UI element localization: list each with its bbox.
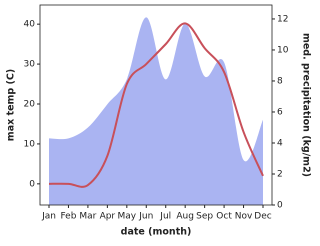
y-tick-label: 0 (29, 179, 35, 189)
y2-tick-label: 2 (277, 169, 283, 179)
x-tick-label: Jul (159, 212, 171, 222)
x-axis-label: date (month) (121, 227, 192, 238)
x-tick-label: Jan (41, 212, 56, 222)
y-tick-label: 40 (24, 20, 36, 30)
x-tick-label: Mar (79, 212, 96, 222)
temperature-line (48, 22, 264, 188)
x-tick-label: Feb (60, 212, 76, 222)
x-tick-label: Aug (176, 212, 194, 222)
chart: 0 10 20 30 40 0 2 4 6 8 10 12 Jan Feb Mar Apr May Jun Jul A… (6, 4, 312, 238)
x-tick-label: Jun (138, 212, 153, 222)
y-tick-label: 30 (24, 60, 36, 70)
plot-frame (39, 4, 273, 206)
x-tick-label: Sep (196, 212, 213, 222)
y-tick-label: 10 (24, 139, 36, 149)
y2-tick-label: 0 (277, 201, 283, 211)
y2-tick-label: 4 (277, 138, 283, 148)
x-tick-label: Nov (235, 212, 253, 222)
x-tick-label: May (118, 212, 137, 222)
y2-tick-label: 10 (277, 45, 289, 55)
y2-tick-label: 6 (277, 107, 283, 117)
y-tick-label: 20 (24, 100, 36, 110)
x-tick-label: Oct (216, 212, 232, 222)
x-tick-label: Dec (254, 212, 271, 222)
y2-axis-label: med. precipitation (kg/m2) (301, 33, 312, 177)
y-axis-label: max temp (C) (6, 69, 17, 141)
precipitation-area (49, 17, 263, 205)
y2-tick-label: 12 (277, 14, 288, 24)
x-tick-label: Apr (100, 212, 116, 222)
y2-tick-label: 8 (277, 76, 283, 86)
